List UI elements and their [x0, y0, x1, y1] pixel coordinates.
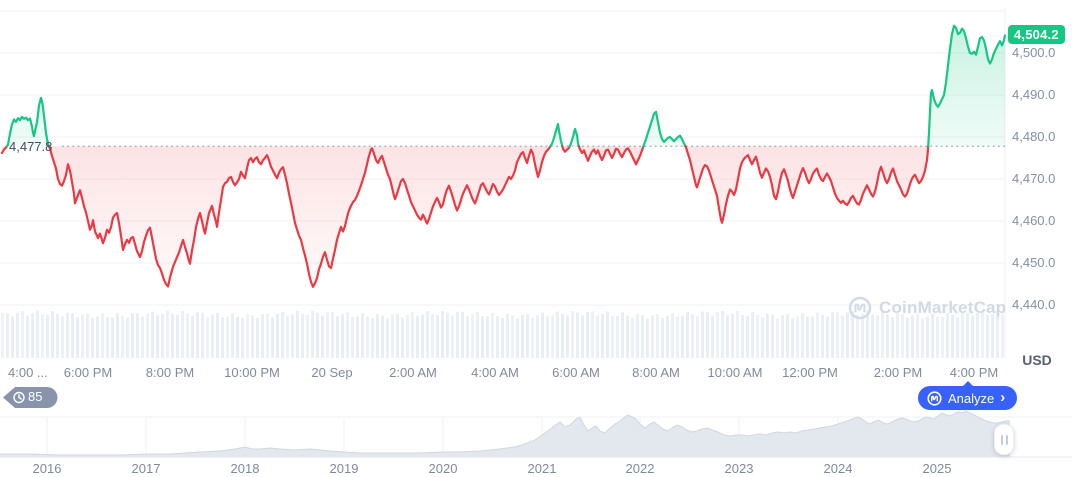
minimap-year-label: 2022 [625, 461, 655, 476]
minimap-year-label: 2017 [131, 461, 161, 476]
coinmarketcap-logo-icon [927, 390, 942, 406]
chevron-right-icon: › [1000, 388, 1006, 406]
y-axis-tick-label: 4,440.0 [1012, 297, 1056, 312]
y-axis-tick-label: 4,500.0 [1012, 45, 1056, 60]
analyze-button-label: Analyze [948, 390, 995, 406]
analyze-button[interactable]: Analyze › [918, 381, 1018, 410]
minimap-year-label: 2023 [724, 461, 754, 476]
y-axis-tick-label: 4,450.0 [1012, 255, 1056, 270]
currency-toggle[interactable]: USD [1022, 352, 1052, 368]
watermark-text: CoinMarketCap [879, 298, 1007, 317]
countdown-badge[interactable]: 85 [2, 385, 60, 410]
minimap[interactable] [0, 410, 1072, 458]
x-axis-tick-label: 8:00 PM [145, 365, 195, 380]
y-axis-tick-label: 4,490.0 [1012, 87, 1056, 102]
y-axis-tick-label: 4,460.0 [1012, 213, 1056, 228]
previous-close-label: 4,477.8 [9, 139, 53, 154]
x-axis-tick-label: 2:00 PM [873, 365, 923, 380]
x-axis-tick-label: 4:00 AM [471, 365, 519, 380]
x-axis-tick-label: 6:00 PM [63, 365, 113, 380]
watermark: CoinMarketCap [848, 296, 1006, 320]
minimap-year-label: 2018 [230, 461, 260, 476]
x-axis-tick-label: 2:00 AM [389, 365, 437, 380]
minimap-year-label: 2025 [922, 461, 952, 476]
coinmarketcap-logo-icon [848, 296, 872, 320]
x-axis-tick-label: 10:00 AM [707, 365, 763, 380]
minimap-year-label: 2021 [527, 461, 557, 476]
x-axis-tick-label: 8:00 AM [632, 365, 680, 380]
last-price-badge: 4,504.2 [1008, 25, 1065, 44]
minimap-year-label: 2024 [823, 461, 853, 476]
volume-bars [1, 310, 1004, 358]
history-clock-icon [13, 391, 25, 404]
price-area-fills [2, 25, 1005, 287]
minimap-year-label: 2020 [428, 461, 458, 476]
y-axis-tick-label: 4,470.0 [1012, 171, 1056, 186]
x-axis-tick-label: 20 Sep [311, 365, 353, 380]
minimap-year-label: 2016 [32, 461, 62, 476]
minimap-year-label: 2019 [329, 461, 359, 476]
x-axis-tick-label: 12:00 PM [782, 365, 838, 380]
x-axis-tick-label: 10:00 PM [224, 365, 280, 380]
y-axis-tick-label: 4,480.0 [1012, 129, 1056, 144]
price-line [0, 24, 1007, 288]
x-axis-tick-label: 4:00 ... [8, 365, 48, 380]
countdown-value: 85 [28, 389, 43, 404]
x-axis-tick-label: 4:00 PM [949, 365, 999, 380]
minimap-range-handle[interactable] [994, 424, 1014, 455]
x-axis-tick-label: 6:00 AM [552, 365, 600, 380]
